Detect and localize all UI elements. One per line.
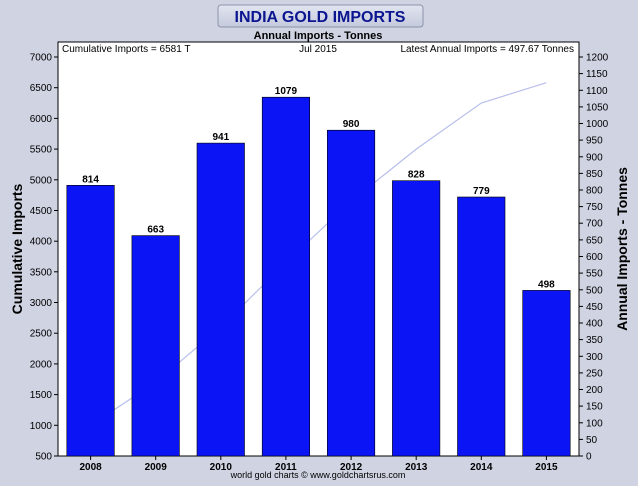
- right-tick-label: 800: [586, 186, 603, 197]
- right-tick-label: 100: [586, 418, 603, 429]
- bar-2015: [522, 290, 571, 457]
- right-tick-label: 400: [586, 319, 603, 330]
- left-axis: 500 1000 1500 2000 2500 3000 3500 4000 4500 5000 5…: [30, 53, 58, 463]
- right-tick-label: 700: [586, 219, 603, 230]
- x-tick-label: 2008: [79, 462, 102, 473]
- left-tick-label: 6000: [30, 114, 53, 125]
- x-tick-label: 2013: [405, 462, 428, 473]
- date-info: Jul 2015: [299, 44, 337, 55]
- bar-value-label: 779: [473, 186, 490, 197]
- right-tick-label: 900: [586, 152, 603, 163]
- right-tick-label: 0: [586, 452, 592, 463]
- bar-value-label: 498: [538, 279, 555, 290]
- left-tick-label: 500: [35, 452, 52, 463]
- right-tick-label: 750: [586, 202, 603, 213]
- left-tick-label: 1500: [30, 390, 53, 401]
- cumulative-info: Cumulative Imports = 6581 T: [62, 44, 191, 55]
- bar-2011: [261, 96, 311, 457]
- x-axis: 2008 2009 2010 2011 2012 2013 2014 2015: [79, 456, 558, 473]
- left-tick-label: 5000: [30, 175, 53, 186]
- bar-value-label: 941: [212, 132, 229, 143]
- right-tick-label: 1050: [586, 102, 609, 113]
- right-tick-label: 450: [586, 302, 603, 313]
- right-tick-label: 500: [586, 285, 603, 296]
- right-tick-label: 50: [586, 435, 598, 446]
- right-tick-label: 200: [586, 385, 603, 396]
- left-tick-label: 4000: [30, 237, 53, 248]
- right-tick-label: 550: [586, 269, 603, 280]
- chart-subtitle: Annual Imports - Tonnes: [254, 30, 383, 42]
- left-tick-label: 6500: [30, 83, 53, 94]
- left-tick-label: 1000: [30, 421, 53, 432]
- title-box: [217, 4, 424, 28]
- right-tick-label: 850: [586, 169, 603, 180]
- right-axis: 0 50 100 150 200 250 300 350 400 450 500 550 600 650 7…: [579, 53, 609, 463]
- footer-credit: world gold charts © www.goldchartsrus.co…: [230, 470, 406, 480]
- chart-title: INDIA GOLD IMPORTS: [235, 9, 406, 26]
- left-tick-label: 3500: [30, 267, 53, 278]
- left-tick-label: 2500: [30, 329, 53, 340]
- left-tick-label: 3000: [30, 298, 53, 309]
- latest-info: Latest Annual Imports = 497.67 Tonnes: [400, 44, 574, 55]
- left-tick-label: 4500: [30, 206, 53, 217]
- right-tick-label: 950: [586, 136, 603, 147]
- bar-value-label: 828: [408, 170, 425, 181]
- bar-2013: [392, 180, 441, 457]
- x-tick-label: 2011: [275, 462, 297, 473]
- x-tick-label: 2012: [340, 462, 363, 473]
- bar-value-label: 814: [82, 174, 99, 185]
- left-axis-label: Cumulative Imports: [9, 183, 25, 314]
- right-tick-label: 150: [586, 402, 603, 413]
- right-axis-label: Annual Imports - Tonnes: [614, 167, 630, 331]
- left-tick-label: 5500: [30, 145, 53, 156]
- right-tick-label: 1000: [586, 119, 609, 130]
- right-tick-label: 1100: [586, 86, 608, 97]
- right-tick-label: 350: [586, 335, 603, 346]
- right-tick-label: 600: [586, 252, 603, 263]
- right-tick-label: 300: [586, 352, 603, 363]
- x-tick-label: 2010: [210, 462, 233, 473]
- x-tick-label: 2009: [145, 462, 168, 473]
- right-tick-label: 1200: [586, 53, 609, 64]
- bar-value-label: 980: [343, 119, 360, 130]
- left-tick-label: 7000: [30, 53, 53, 64]
- bar-2009: [131, 235, 180, 457]
- right-tick-label: 250: [586, 368, 603, 379]
- right-tick-label: 650: [586, 235, 603, 246]
- bar-2014: [457, 196, 506, 457]
- bar-value-label: 663: [147, 225, 164, 236]
- bar-2008: [66, 185, 115, 457]
- bar-2010: [196, 142, 245, 457]
- x-tick-label: 2015: [535, 462, 558, 473]
- bar-layer: 814 663 941 1079 980 828 779 498: [66, 86, 571, 457]
- right-tick-label: 1150: [586, 69, 608, 80]
- left-tick-label: 2000: [30, 359, 53, 370]
- x-tick-label: 2014: [470, 462, 493, 473]
- bar-2012: [326, 129, 376, 457]
- bar-value-label: 1079: [275, 86, 298, 97]
